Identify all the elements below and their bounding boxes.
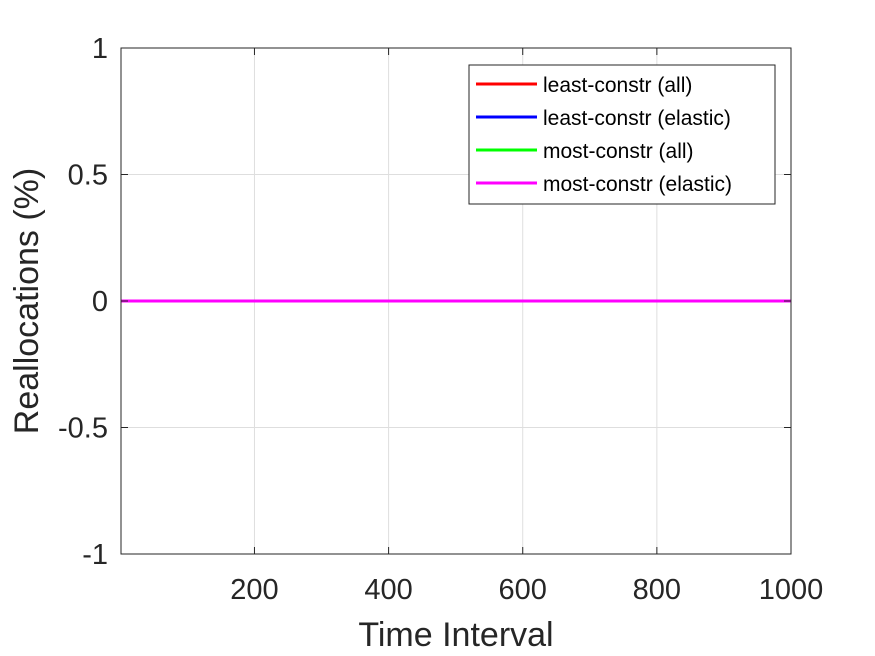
legend-label-2: least-constr (elastic) bbox=[543, 107, 731, 130]
y-axis-label: Reallocations (%) bbox=[8, 168, 46, 434]
axis-ticks bbox=[121, 47, 792, 555]
y-tick-label: 1 bbox=[92, 33, 108, 65]
y-tick-label: 0.5 bbox=[68, 160, 108, 192]
legend-label-3: most-constr (all) bbox=[543, 140, 694, 163]
y-tick-label: -0.5 bbox=[58, 413, 108, 445]
y-tick-label: -1 bbox=[82, 539, 108, 571]
x-tick-label: 800 bbox=[633, 574, 681, 606]
x-tick-label: 400 bbox=[364, 574, 412, 606]
x-tick-label: 600 bbox=[499, 574, 547, 606]
legend-label-4: most-constr (elastic) bbox=[543, 173, 732, 196]
legend: least-constr (all) least-constr (elastic)… bbox=[468, 64, 776, 205]
legend-label-1: least-constr (all) bbox=[543, 74, 692, 97]
y-tick-label: 0 bbox=[92, 286, 108, 318]
tick-labels: 200 400 600 800 1000 -1 -0.5 0 0.5 1 bbox=[58, 33, 823, 606]
legend-box bbox=[468, 64, 776, 205]
x-tick-label: 200 bbox=[230, 574, 278, 606]
x-axis-label: Time Interval bbox=[358, 616, 553, 654]
x-tick-label: 1000 bbox=[759, 574, 824, 606]
